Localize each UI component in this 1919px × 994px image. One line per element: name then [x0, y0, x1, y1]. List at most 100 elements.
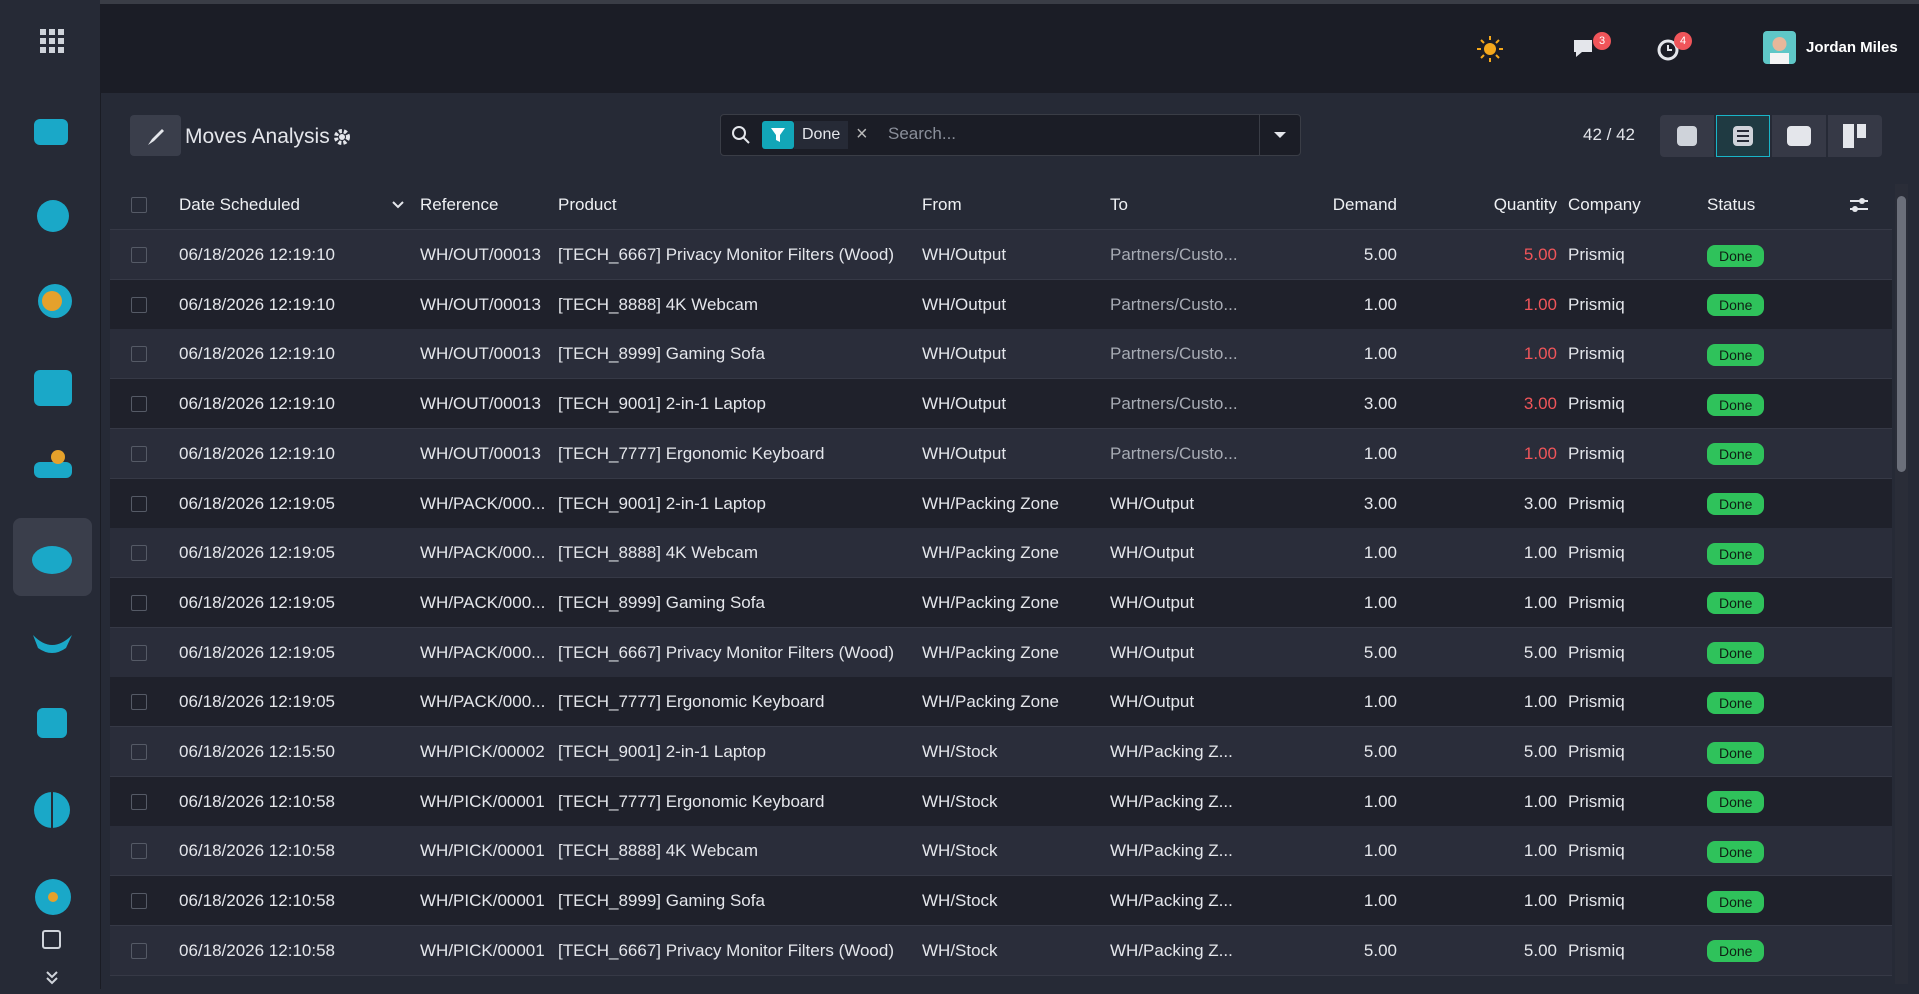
product-cell: [TECH_8888] 4K Webcam [558, 543, 758, 563]
date-cell: 06/18/2026 12:15:50 [179, 742, 335, 761]
column-header[interactable]: Status [1707, 195, 1756, 214]
demand-cell: 1.00 [1363, 294, 1397, 314]
user-name[interactable]: Jordan Miles [1806, 39, 1898, 56]
expand[interactable] [46, 971, 58, 985]
column-header[interactable]: From [922, 195, 962, 214]
column-header[interactable]: To [1110, 195, 1128, 214]
graph-view[interactable] [1772, 115, 1826, 157]
status-badge: Done [1707, 890, 1765, 913]
sidebar [0, 0, 101, 989]
table-row[interactable]: 06/18/2026 12:10:58 WH/PICK/00001 [TECH_66… [110, 925, 1892, 976]
reference-cell: WH/OUT/00013 [420, 294, 541, 314]
company-cell: Prismiq [1568, 742, 1625, 761]
app-icon[interactable] [32, 546, 72, 574]
table-row[interactable]: 06/18/2026 12:10:58 WH/PICK/00001 [TECH_89… [110, 876, 1892, 927]
to-cell: WH/Packing Z... [1110, 791, 1233, 811]
row-checkbox[interactable] [131, 942, 147, 959]
table-row[interactable]: 06/18/2026 12:19:10 WH/OUT/00013 [TECH_777… [110, 428, 1892, 479]
status-badge: Done [1707, 741, 1765, 764]
column-header[interactable]: Reference [420, 195, 499, 214]
search-bar[interactable]: Done × Search... [720, 114, 1301, 156]
list-table: Date Scheduled Reference Product From To Dema… [110, 180, 1892, 989]
table-row[interactable]: 06/18/2026 12:19:10 WH/OUT/00013 [TECH_899… [110, 329, 1892, 380]
pivot-view[interactable] [1660, 115, 1714, 157]
product-cell: [TECH_7777] Ergonomic Keyboard [558, 791, 825, 811]
row-checkbox[interactable] [131, 694, 147, 711]
status-badge: Done [1707, 393, 1765, 416]
to-cell: WH/Packing Z... [1110, 742, 1233, 761]
app-grid[interactable] [40, 29, 64, 53]
sort-indicator[interactable] [390, 197, 406, 213]
list-view[interactable] [1716, 115, 1770, 157]
table-row[interactable]: 06/18/2026 12:19:05 WH/PACK/000... [TECH_8… [110, 528, 1892, 579]
from-cell: WH/Stock [922, 891, 998, 911]
filter-chip[interactable]: Done [794, 121, 849, 149]
company-cell: Prismiq [1568, 294, 1625, 314]
status-cell: Done [1707, 329, 1765, 378]
avatar[interactable] [1763, 31, 1796, 64]
kanban-view[interactable] [1828, 115, 1882, 157]
app-icon[interactable] [37, 708, 67, 738]
table-row[interactable]: 06/18/2026 12:19:10 WH/OUT/00013 [TECH_666… [110, 230, 1892, 280]
to-cell: Partners/Custo... [1110, 394, 1238, 414]
row-checkbox[interactable] [131, 744, 147, 760]
reference-cell: WH/PACK/000... [420, 543, 546, 563]
activities-icon[interactable] [1656, 37, 1682, 63]
to-cell: Partners/Custo... [1110, 245, 1238, 264]
row-checkbox[interactable] [131, 445, 147, 462]
column-header[interactable]: Company [1568, 195, 1641, 214]
reference-cell: WH/PACK/000... [420, 493, 546, 513]
status-badge: Done [1707, 940, 1765, 963]
row-checkbox[interactable] [131, 396, 147, 413]
table-row[interactable]: 06/18/2026 12:10:58 WH/PICK/00001 [TECH_77… [110, 776, 1892, 827]
column-header[interactable]: Demand [1332, 195, 1397, 214]
date-cell: 06/18/2026 12:10:58 [179, 791, 335, 811]
from-cell: WH/Stock [922, 841, 998, 861]
row-checkbox[interactable] [131, 893, 147, 910]
table-row[interactable]: 06/18/2026 12:19:05 WH/PACK/000... [TECH_7… [110, 677, 1892, 728]
scrollbar [1895, 184, 1908, 984]
table-row[interactable]: 06/18/2026 12:19:05 WH/PACK/000... [TECH_9… [110, 478, 1892, 529]
column-header[interactable]: Date Scheduled [179, 195, 300, 214]
topbar: 3 4 Jordan Miles [100, 0, 1919, 93]
optional-columns[interactable] [1848, 195, 1870, 215]
row-checkbox[interactable] [131, 594, 147, 611]
app-icon[interactable] [37, 200, 69, 232]
select-all-checkbox[interactable] [131, 197, 147, 213]
row-checkbox[interactable] [131, 644, 147, 661]
row-checkbox[interactable] [131, 495, 147, 512]
remove-filter[interactable]: × [856, 123, 868, 145]
row-checkbox[interactable] [131, 296, 147, 313]
settings-gear[interactable] [333, 128, 351, 146]
messages-icon[interactable] [1572, 37, 1598, 61]
app-icon[interactable] [34, 370, 72, 406]
edit-button[interactable] [130, 115, 181, 156]
quantity-cell: 5.00 [1523, 642, 1557, 662]
row-checkbox[interactable] [131, 346, 147, 363]
table-row[interactable]: 06/18/2026 12:19:10 WH/OUT/00013 [TECH_888… [110, 279, 1892, 330]
toggle-sidebar[interactable] [42, 930, 61, 949]
row-checkbox[interactable] [131, 247, 147, 263]
to-cell: WH/Packing Z... [1110, 891, 1233, 911]
table-row[interactable]: 06/18/2026 12:10:58 WH/PICK/00001 [TECH_88… [110, 826, 1892, 877]
row-checkbox[interactable] [131, 793, 147, 810]
row-checkbox[interactable] [131, 843, 147, 860]
search-placeholder[interactable]: Search... [888, 124, 957, 143]
quantity-cell: 1.00 [1523, 592, 1557, 612]
from-cell: WH/Packing Zone [922, 493, 1059, 513]
app-icon[interactable] [33, 635, 72, 653]
from-cell: WH/Stock [922, 742, 998, 761]
app-icon[interactable] [34, 462, 72, 478]
theme-toggle[interactable] [1475, 34, 1505, 64]
column-header[interactable]: Quantity [1493, 195, 1557, 214]
table-row[interactable]: 06/18/2026 12:19:10 WH/OUT/00013 [TECH_900… [110, 379, 1892, 430]
status-cell: Done [1707, 777, 1765, 826]
app-icon[interactable] [34, 119, 68, 145]
table-row[interactable]: 06/18/2026 12:15:50 WH/PICK/00002 [TECH_90… [110, 727, 1892, 777]
demand-cell: 5.00 [1363, 642, 1397, 662]
table-row[interactable]: 06/18/2026 12:19:05 WH/PACK/000... [TECH_6… [110, 627, 1892, 678]
from-cell: WH/Packing Zone [922, 592, 1059, 612]
table-row[interactable]: 06/18/2026 12:19:05 WH/PACK/000... [TECH_8… [110, 577, 1892, 628]
column-header[interactable]: Product [558, 195, 617, 214]
row-checkbox[interactable] [131, 545, 147, 562]
